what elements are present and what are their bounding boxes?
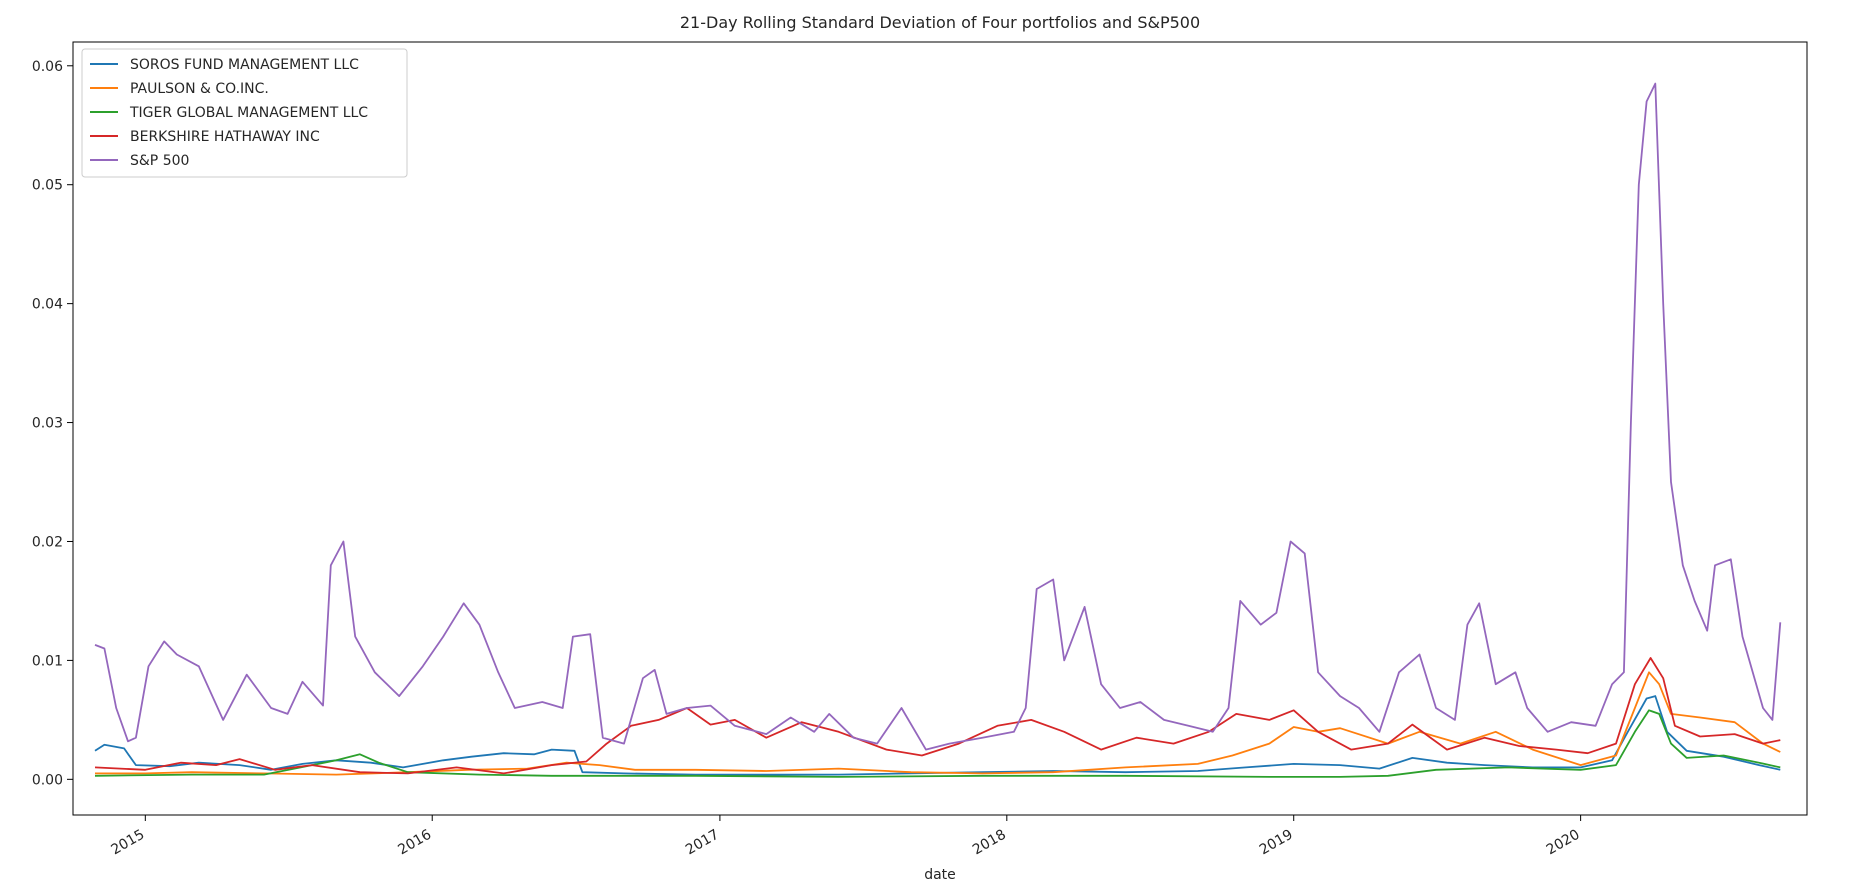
y-tick-label: 0.00 bbox=[32, 772, 63, 788]
x-axis: 2015 2016 2017 2018 2019 2020 bbox=[108, 815, 1583, 859]
series-line-2 bbox=[94, 709, 1781, 778]
legend-entry: S&P 500 bbox=[130, 153, 189, 169]
y-tick-label: 0.05 bbox=[32, 178, 63, 194]
y-tick-label: 0.03 bbox=[32, 416, 63, 432]
legend-entry: SOROS FUND MANAGEMENT LLC bbox=[130, 57, 359, 73]
x-tick-label: 2016 bbox=[395, 827, 434, 859]
y-tick-label: 0.01 bbox=[32, 653, 63, 669]
y-tick-label: 0.04 bbox=[32, 297, 63, 313]
y-tick-label: 0.06 bbox=[32, 59, 63, 75]
legend-entry: TIGER GLOBAL MANAGEMENT LLC bbox=[129, 105, 368, 121]
x-tick-label: 2020 bbox=[1544, 827, 1583, 859]
x-axis-label: date bbox=[924, 867, 956, 883]
y-axis: 0.00 0.01 0.02 0.03 0.04 0.05 0.06 bbox=[32, 59, 73, 788]
x-tick-label: 2017 bbox=[683, 827, 722, 859]
plot-area-frame bbox=[72, 41, 1808, 816]
series-line-3 bbox=[94, 657, 1781, 775]
legend-entry: BERKSHIRE HATHAWAY INC bbox=[130, 129, 320, 145]
legend: SOROS FUND MANAGEMENT LLC PAULSON & CO.IN… bbox=[81, 48, 408, 178]
legend-entry: PAULSON & CO.INC. bbox=[130, 81, 269, 97]
series-line-4 bbox=[94, 82, 1782, 751]
legend-box bbox=[81, 48, 408, 178]
chart-title: 21-Day Rolling Standard Deviation of Fou… bbox=[680, 13, 1200, 32]
x-tick-label: 2019 bbox=[1257, 827, 1296, 859]
x-tick-label: 2015 bbox=[108, 827, 147, 859]
x-tick-label: 2018 bbox=[970, 827, 1009, 859]
y-tick-label: 0.02 bbox=[32, 534, 63, 550]
series-line-1 bbox=[95, 671, 1781, 776]
